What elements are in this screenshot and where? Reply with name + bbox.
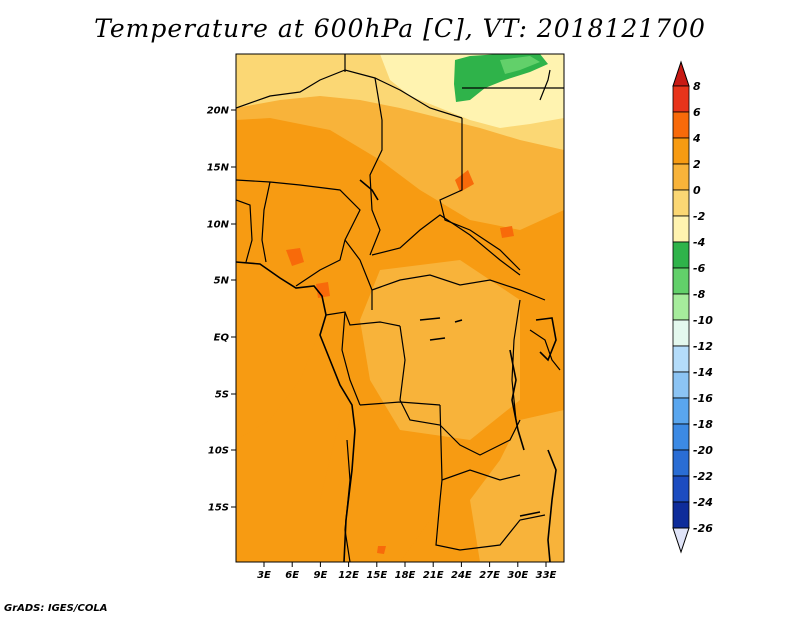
colorbar-segment <box>672 475 690 503</box>
colorbar-segment <box>672 111 690 139</box>
y-tick-label: 5S <box>215 390 229 401</box>
map-frame <box>235 53 565 563</box>
colorbar-segment <box>672 345 690 373</box>
field-hot-spot <box>286 248 304 266</box>
colorbar-segment <box>672 319 690 347</box>
y-tick-label: 20N <box>207 106 230 117</box>
x-tick-label: 21E <box>423 570 444 581</box>
field-hot-spot <box>455 170 474 192</box>
country-borders <box>236 54 564 562</box>
field-hot-spot <box>500 226 514 238</box>
colorbar-label: 6 <box>693 106 701 119</box>
colorbar-label: 0 <box>693 184 701 197</box>
colorbar-label: 4 <box>692 132 701 145</box>
colorbar-segment <box>672 397 690 425</box>
colorbar-segment <box>672 163 690 191</box>
colorbar-label: -8 <box>693 288 706 301</box>
colorbar: 8 6 4 2 0 -2 -4 -6 -8 -10 -12 -14 -16 -18 -20 -22 -24 -26 <box>672 60 713 554</box>
y-tick-label: 10N <box>207 220 230 231</box>
x-tick-label: 9E <box>314 570 328 581</box>
y-tick-label: 15N <box>207 163 230 174</box>
colorbar-label: 8 <box>693 80 701 93</box>
colorbar-label: -22 <box>693 470 713 483</box>
colorbar-label: -6 <box>693 262 706 275</box>
colorbar-segment <box>672 241 690 269</box>
x-tick-label: 30E <box>507 570 528 581</box>
colorbar-label: -20 <box>693 444 713 457</box>
colorbar-top-arrow <box>672 60 690 87</box>
colorbar-segment <box>672 293 690 321</box>
x-tick-label: 3E <box>257 570 271 581</box>
colorbar-label: -12 <box>693 340 713 353</box>
field-south-warm <box>320 410 440 562</box>
colorbar-label: -18 <box>693 418 713 431</box>
colorbar-label: -14 <box>693 366 713 379</box>
field-west-warm <box>236 250 330 440</box>
colorbar-label: -24 <box>693 496 713 509</box>
x-tick-label: 27E <box>479 570 500 581</box>
x-tick-label: 24E <box>451 570 472 581</box>
colorbar-segment <box>672 137 690 165</box>
field-central <box>360 260 520 440</box>
colorbar-segment <box>672 189 690 217</box>
y-tick-label: 15S <box>208 503 229 514</box>
colorbar-segment <box>672 85 690 113</box>
colorbar-bottom-arrow <box>672 527 690 554</box>
colorbar-segment <box>672 371 690 399</box>
x-tick-label: 18E <box>395 570 416 581</box>
x-tick-label: 15E <box>366 570 387 581</box>
x-tick-label: 33E <box>536 570 557 581</box>
x-axis: 3E 6E 9E 12E 15E 18E 21E 24E 27E 30E 33E <box>257 562 557 581</box>
field-hot-spot <box>377 546 386 554</box>
y-tick-label: 10S <box>208 446 229 457</box>
chart-title: Temperature at 600hPa [C], VT: 201812170… <box>94 14 706 43</box>
field-east-band <box>470 410 564 562</box>
temperature-field <box>236 54 564 562</box>
colorbar-label: -16 <box>693 392 713 405</box>
y-axis: 20N 15N 10N 5N EQ 5S 10S 15S <box>207 106 236 514</box>
x-tick-label: 12E <box>338 570 359 581</box>
colorbar-label: -10 <box>693 314 713 327</box>
x-tick-label: 6E <box>285 570 299 581</box>
colorbar-segment <box>672 267 690 295</box>
footer-credit: GrADS: IGES/COLA <box>4 603 108 614</box>
colorbar-label: 2 <box>693 158 701 171</box>
y-tick-label: 5N <box>214 276 230 287</box>
colorbar-segment <box>672 501 690 529</box>
colorbar-segment <box>672 449 690 477</box>
coastline <box>236 179 557 562</box>
colorbar-label: -4 <box>693 236 705 249</box>
y-tick-label: EQ <box>214 333 230 344</box>
colorbar-segment <box>672 215 690 243</box>
field-green-light <box>500 56 540 74</box>
colorbar-label: -2 <box>693 210 706 223</box>
colorbar-segment <box>672 423 690 451</box>
colorbar-label: -26 <box>693 522 713 535</box>
